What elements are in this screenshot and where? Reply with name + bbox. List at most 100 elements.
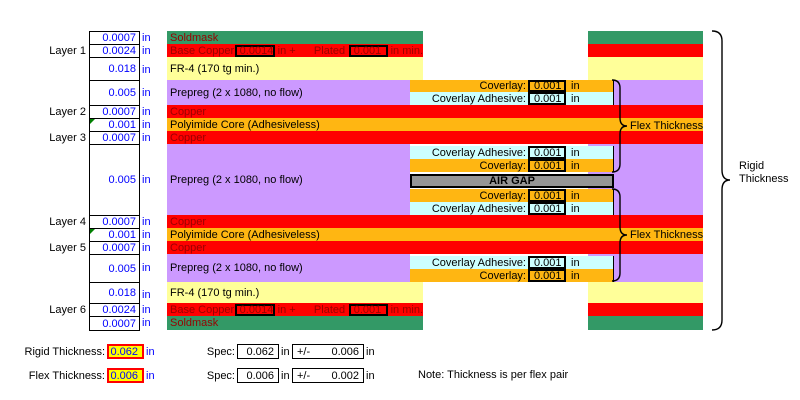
rigid-right-soldmask-bottom bbox=[588, 316, 703, 330]
band-copper-layer4: Copper bbox=[167, 215, 703, 228]
thickness-cell[interactable]: 0.0007 bbox=[89, 316, 140, 331]
thickness-cell[interactable]: 0.005 bbox=[89, 254, 140, 283]
coverlay-value-cell[interactable]: 0.001 bbox=[528, 80, 566, 92]
fr4-label: FR-4 (170 tg min.) bbox=[170, 62, 260, 75]
coverlay-adhesive-value-cell[interactable]: 0.001 bbox=[528, 202, 566, 215]
band-soldmask-bottom: Soldmask bbox=[167, 316, 423, 330]
unit-label: in bbox=[142, 288, 151, 301]
band-fr4-bottom: FR-4 (170 tg min.) bbox=[167, 282, 423, 303]
unit-label: in bbox=[142, 215, 151, 228]
thickness-cell[interactable]: 0.0007 bbox=[89, 241, 140, 255]
fr4-label: FR-4 (170 tg min.) bbox=[170, 286, 260, 299]
copper-label: Copper bbox=[170, 131, 207, 144]
thickness-cell[interactable]: 0.0007 bbox=[89, 215, 140, 229]
band-soldmask-top: Soldmask bbox=[167, 31, 423, 44]
rigid-right-copper-bottom bbox=[588, 303, 703, 316]
thickness-cell[interactable]: 0.005 bbox=[89, 144, 140, 216]
band-polyimide-core-2: Polyimide Core (Adhesiveless) bbox=[167, 228, 703, 241]
unit-label: in bbox=[142, 303, 151, 316]
band-coverlay-adhesive-mid1: Coverlay Adhesive: 0.001 in bbox=[410, 146, 614, 159]
band-base-copper-bottom: Base Copper 0.0014 in + Plated 0.001 in … bbox=[167, 303, 423, 316]
rigid-spec-label: Spec: bbox=[206, 345, 235, 358]
coverlay-adhesive-value-cell[interactable]: 0.001 bbox=[528, 146, 566, 159]
plated-suffix: in min. bbox=[390, 44, 423, 57]
thickness-cell[interactable]: 0.018 bbox=[89, 57, 140, 81]
unit-label: in bbox=[142, 31, 151, 44]
rigid-right-soldmask-top bbox=[588, 31, 703, 44]
flex-tolerance-cell[interactable]: +/- 0.002 bbox=[292, 368, 364, 383]
band-prepreg-top: Prepreg (2 x 1080, no flow) bbox=[167, 80, 410, 105]
coverlay-label: Coverlay: bbox=[479, 269, 526, 282]
band-copper-layer2: Copper bbox=[167, 105, 703, 118]
unit-label: in bbox=[142, 173, 151, 186]
rigid-thickness-label: Rigid Thickness bbox=[739, 160, 789, 186]
thickness-cell[interactable]: 0.0024 bbox=[89, 44, 140, 58]
base-copper-suffix: in + bbox=[277, 303, 296, 316]
rigid-thickness-total-cell: 0.062 bbox=[107, 344, 144, 359]
polyimide-label: Polyimide Core (Adhesiveless) bbox=[170, 118, 320, 131]
thickness-cell[interactable]: 0.0007 bbox=[89, 105, 140, 119]
coverlay-adhesive-value-cell[interactable]: 0.001 bbox=[528, 92, 566, 105]
plated-value-cell[interactable]: 0.001 bbox=[348, 303, 388, 316]
copper-label: Copper bbox=[170, 215, 207, 228]
unit-label: in bbox=[142, 118, 151, 131]
layer-label-3: Layer 3 bbox=[49, 131, 86, 144]
prepreg-label: Prepreg (2 x 1080, no flow) bbox=[170, 262, 303, 274]
unit-label: in bbox=[142, 131, 151, 144]
band-coverlay-bottom: Coverlay: 0.001 in bbox=[410, 269, 614, 282]
thickness-cell[interactable]: 0.018 bbox=[89, 282, 140, 304]
coverlay-adhesive-label: Coverlay Adhesive: bbox=[431, 146, 526, 159]
thickness-cell[interactable]: 0.0007 bbox=[89, 131, 140, 145]
thickness-cell[interactable]: 0.0007 bbox=[89, 31, 140, 45]
coverlay-unit: in bbox=[571, 146, 580, 159]
plated-suffix: in min. bbox=[390, 303, 423, 316]
coverlay-value-cell[interactable]: 0.001 bbox=[528, 159, 566, 172]
coverlay-value-cell[interactable]: 0.001 bbox=[528, 269, 566, 282]
base-copper-value-cell[interactable]: 0.0014 bbox=[234, 44, 275, 57]
thickness-cell[interactable]: 0.005 bbox=[89, 80, 140, 106]
tolerance-value: 0.002 bbox=[331, 369, 359, 382]
unit-label: in bbox=[366, 369, 375, 382]
rigid-right-fr4-bottom bbox=[588, 282, 703, 303]
band-base-copper-top: Base Copper 0.0014 in + Plated 0.001 in … bbox=[167, 44, 423, 57]
coverlay-value-cell[interactable]: 0.001 bbox=[528, 189, 566, 202]
prepreg-label: Prepreg (2 x 1080, no flow) bbox=[170, 173, 303, 186]
band-prepreg-bottom: Prepreg (2 x 1080, no flow) bbox=[167, 254, 410, 282]
coverlay-adhesive-value-cell[interactable]: 0.001 bbox=[528, 256, 566, 269]
rigid-thickness-brace bbox=[711, 30, 731, 331]
unit-label: in bbox=[142, 228, 151, 241]
unit-label: in bbox=[142, 316, 151, 329]
comment-marker bbox=[90, 229, 95, 234]
coverlay-unit: in bbox=[571, 269, 580, 282]
coverlay-unit: in bbox=[571, 202, 580, 215]
flex-pair-note: Note: Thickness is per flex pair bbox=[418, 369, 569, 381]
thickness-cell[interactable]: 0.0024 bbox=[89, 303, 140, 317]
plated-value-cell[interactable]: 0.001 bbox=[348, 44, 388, 57]
coverlay-unit: in bbox=[571, 159, 580, 172]
coverlay-label: Coverlay: bbox=[479, 80, 526, 92]
soldmask-label: Soldmask bbox=[170, 317, 219, 329]
rigid-spec-cell[interactable]: 0.062 bbox=[237, 344, 279, 359]
band-copper-layer3: Copper bbox=[167, 131, 703, 144]
band-coverlay-adhesive-mid2: Coverlay Adhesive: 0.001 in bbox=[410, 202, 614, 215]
band-polyimide-core-1: Polyimide Core (Adhesiveless) bbox=[167, 118, 703, 131]
thickness-cell[interactable]: 0.001 bbox=[89, 118, 140, 132]
prepreg-label: Prepreg (2 x 1080, no flow) bbox=[170, 86, 303, 99]
base-copper-label: Base Copper bbox=[170, 303, 235, 316]
polyimide-label: Polyimide Core (Adhesiveless) bbox=[170, 228, 320, 241]
flex-thickness-total-cell: 0.006 bbox=[107, 368, 144, 383]
band-fr4-top: FR-4 (170 tg min.) bbox=[167, 57, 423, 80]
thickness-cell[interactable]: 0.001 bbox=[89, 228, 140, 242]
base-copper-value-cell[interactable]: 0.0014 bbox=[234, 303, 275, 316]
coverlay-unit: in bbox=[571, 256, 580, 269]
plated-label: Plated bbox=[313, 44, 346, 57]
copper-label: Copper bbox=[170, 105, 207, 118]
layer-label-1: Layer 1 bbox=[49, 44, 86, 57]
unit-label: in bbox=[281, 369, 290, 382]
flex-thickness-label-bottom: Flex Thickness bbox=[630, 229, 704, 241]
layer-label-5: Layer 5 bbox=[49, 241, 86, 254]
flex-spec-cell[interactable]: 0.006 bbox=[237, 368, 279, 383]
unit-label: in bbox=[146, 369, 155, 382]
rigid-tolerance-cell[interactable]: +/- 0.006 bbox=[292, 344, 364, 359]
